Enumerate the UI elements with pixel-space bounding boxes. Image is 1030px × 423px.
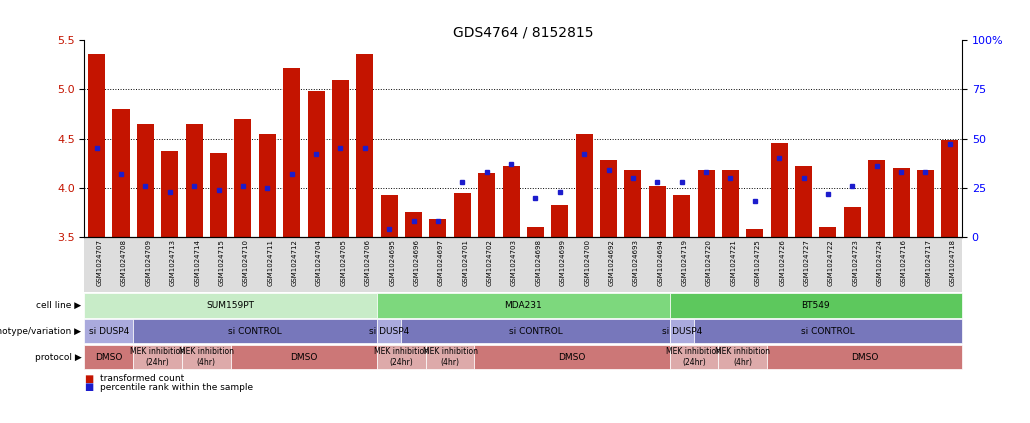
Text: GSM1024697: GSM1024697 [438,239,444,286]
Bar [405,212,422,237]
Bar [381,195,398,237]
Bar [649,186,665,237]
Bar [283,68,300,237]
Title: GDS4764 / 8152815: GDS4764 / 8152815 [453,25,593,39]
Bar [332,80,349,237]
Bar [600,160,617,237]
Bar [185,124,203,237]
Text: GSM1024718: GSM1024718 [950,239,956,286]
Text: GSM1024702: GSM1024702 [487,239,492,286]
Bar [722,170,739,237]
Bar [551,206,569,237]
Text: GSM1024696: GSM1024696 [414,239,419,286]
Bar [356,54,373,237]
Text: GSM1024692: GSM1024692 [609,239,615,286]
Text: GSM1024698: GSM1024698 [536,239,542,286]
Text: DMSO: DMSO [558,352,586,362]
Text: GSM1024711: GSM1024711 [268,239,273,286]
Text: MEK inhibition
(4hr): MEK inhibition (4hr) [179,347,234,367]
Bar [770,143,788,237]
Text: GSM1024726: GSM1024726 [780,239,785,286]
Bar [624,170,642,237]
Text: GSM1024721: GSM1024721 [730,239,736,286]
Bar [137,124,153,237]
Text: GSM1024712: GSM1024712 [291,239,298,286]
Text: DMSO: DMSO [290,352,317,362]
Bar [527,227,544,237]
Bar [576,134,592,237]
Text: GSM1024710: GSM1024710 [243,239,249,286]
Text: SUM159PT: SUM159PT [207,301,254,310]
Text: GSM1024716: GSM1024716 [901,239,907,286]
Text: MEK inhibition
(4hr): MEK inhibition (4hr) [422,347,478,367]
Text: GSM1024705: GSM1024705 [340,239,346,286]
Bar [941,140,958,237]
Text: GSM1024703: GSM1024703 [511,239,517,286]
Text: GSM1024727: GSM1024727 [803,239,810,286]
Text: protocol ▶: protocol ▶ [35,352,81,362]
Text: GSM1024707: GSM1024707 [97,239,103,286]
Bar [917,170,934,237]
Text: BT549: BT549 [801,301,830,310]
Bar [697,170,715,237]
Text: GSM1024719: GSM1024719 [682,239,688,286]
Text: MEK inhibition
(24hr): MEK inhibition (24hr) [374,347,428,367]
Bar [210,153,227,237]
Text: GSM1024714: GSM1024714 [194,239,200,286]
Text: MEK inhibition
(4hr): MEK inhibition (4hr) [715,347,770,367]
Text: GSM1024715: GSM1024715 [218,239,225,286]
Bar [430,219,446,237]
Text: transformed count: transformed count [100,374,184,383]
Bar [112,109,130,237]
Bar [747,229,763,237]
Text: si DUSP4: si DUSP4 [89,327,129,336]
Bar [503,166,519,237]
Text: genotype/variation ▶: genotype/variation ▶ [0,327,81,336]
Text: MDA231: MDA231 [505,301,542,310]
Text: GSM1024700: GSM1024700 [584,239,590,286]
Text: GSM1024706: GSM1024706 [365,239,371,286]
Bar [674,195,690,237]
Bar [89,54,105,237]
Text: GSM1024694: GSM1024694 [657,239,663,286]
Text: GSM1024724: GSM1024724 [877,239,883,286]
Text: si DUSP4: si DUSP4 [369,327,409,336]
Text: cell line ▶: cell line ▶ [36,301,81,310]
Bar [308,91,324,237]
Text: MEK inhibition
(24hr): MEK inhibition (24hr) [666,347,721,367]
Text: GSM1024699: GSM1024699 [560,239,565,286]
Bar [259,134,276,237]
Text: GSM1024701: GSM1024701 [462,239,469,286]
Text: GSM1024704: GSM1024704 [316,239,322,286]
Text: MEK inhibition
(24hr): MEK inhibition (24hr) [130,347,185,367]
Bar [893,168,909,237]
Bar [162,151,178,237]
Text: GSM1024713: GSM1024713 [170,239,176,286]
Text: ■: ■ [84,374,94,384]
Text: GSM1024693: GSM1024693 [632,239,639,286]
Text: DMSO: DMSO [95,352,123,362]
Bar [844,207,861,237]
Text: si DUSP4: si DUSP4 [661,327,701,336]
Text: si CONTROL: si CONTROL [509,327,562,336]
Bar [478,173,495,237]
Text: GSM1024725: GSM1024725 [755,239,761,286]
Text: GSM1024720: GSM1024720 [707,239,712,286]
Bar [795,166,812,237]
Bar [868,160,885,237]
Bar [454,192,471,237]
Text: percentile rank within the sample: percentile rank within the sample [100,382,253,392]
Text: ■: ■ [84,382,94,392]
Bar [235,119,251,237]
Text: GSM1024708: GSM1024708 [122,239,127,286]
Text: si CONTROL: si CONTROL [229,327,282,336]
Text: DMSO: DMSO [851,352,879,362]
Text: GSM1024722: GSM1024722 [828,239,834,286]
Text: si CONTROL: si CONTROL [801,327,855,336]
Text: GSM1024709: GSM1024709 [145,239,151,286]
Text: GSM1024723: GSM1024723 [853,239,858,286]
Bar [820,227,836,237]
Text: GSM1024717: GSM1024717 [925,239,931,286]
Text: GSM1024695: GSM1024695 [389,239,396,286]
